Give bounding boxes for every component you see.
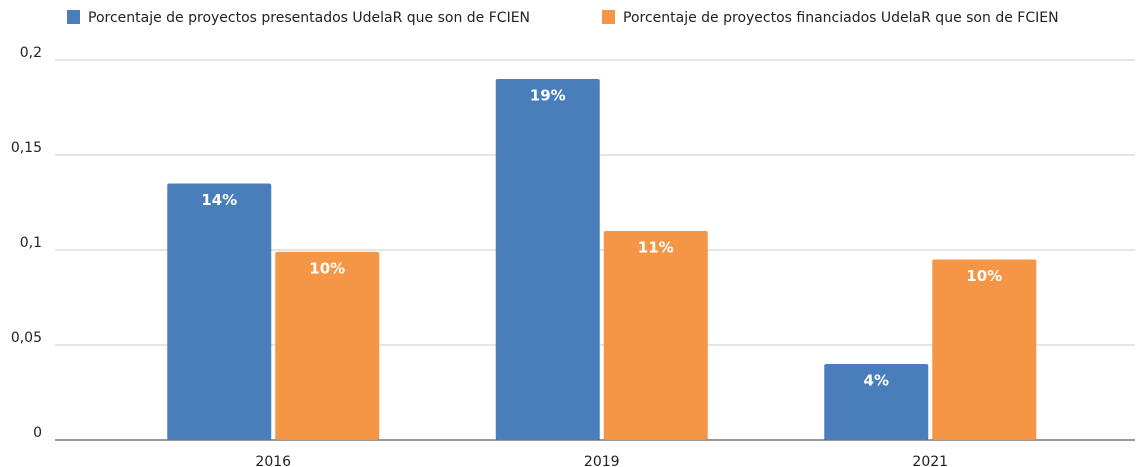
x-tick-label: 2016 xyxy=(255,454,291,467)
bar xyxy=(275,251,380,440)
bar xyxy=(824,364,929,440)
bar xyxy=(932,259,1037,440)
value-label: 11% xyxy=(638,239,674,257)
value-label: 14% xyxy=(201,191,237,209)
y-tick-label: 0,1 xyxy=(20,235,42,251)
y-tick-label: 0,05 xyxy=(11,330,42,346)
legend-label: Porcentaje de proyectos financiados Udel… xyxy=(623,10,1059,26)
y-tick-label: 0,2 xyxy=(20,45,42,61)
x-tick-label: 2021 xyxy=(912,454,948,467)
bar xyxy=(495,79,600,440)
value-label: 19% xyxy=(530,87,566,105)
legend-swatch xyxy=(602,10,615,24)
value-label: 10% xyxy=(966,267,1002,285)
value-label: 10% xyxy=(309,259,345,277)
bar xyxy=(167,183,272,440)
x-tick-label: 2019 xyxy=(584,454,620,467)
bar xyxy=(603,231,708,440)
value-label: 4% xyxy=(864,372,889,390)
legend-swatch xyxy=(67,10,80,24)
y-tick-label: 0,15 xyxy=(11,140,42,156)
y-tick-label: 0 xyxy=(33,425,42,441)
legend-label: Porcentaje de proyectos presentados Udel… xyxy=(88,10,530,26)
